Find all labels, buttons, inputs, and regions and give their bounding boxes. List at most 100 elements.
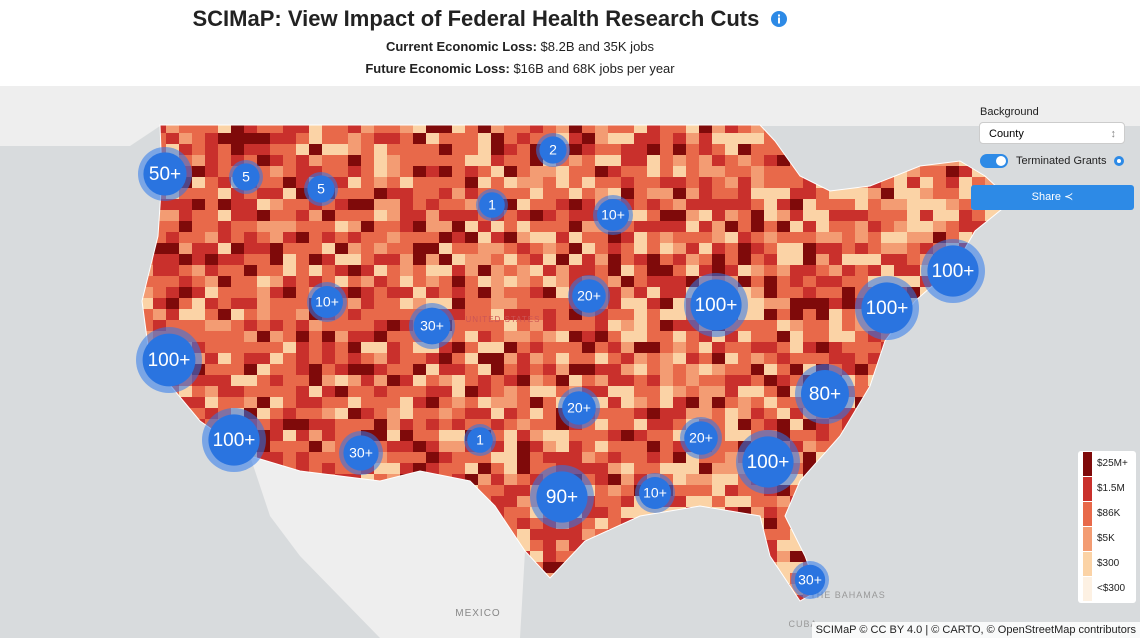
cluster[interactable]: 1 <box>476 189 508 221</box>
county <box>972 331 986 343</box>
county <box>933 386 947 398</box>
cluster[interactable]: 50+ <box>138 147 192 201</box>
county <box>647 584 661 596</box>
share-button[interactable]: Share ≺ <box>971 185 1134 210</box>
county <box>803 353 817 365</box>
county <box>608 518 622 530</box>
cluster[interactable]: 30+ <box>791 561 829 599</box>
cluster[interactable]: 10+ <box>635 473 675 513</box>
county <box>348 188 362 200</box>
cluster[interactable]: 1 <box>464 424 496 456</box>
county <box>972 364 986 376</box>
county <box>621 474 635 486</box>
county <box>478 309 492 321</box>
cluster[interactable]: 5 <box>229 160 263 194</box>
county <box>374 265 388 277</box>
county <box>413 353 427 365</box>
county <box>881 408 895 420</box>
county <box>517 320 531 332</box>
county <box>218 496 232 508</box>
county <box>647 419 661 431</box>
county <box>543 331 557 343</box>
county <box>647 309 661 321</box>
county <box>920 529 934 541</box>
county <box>142 210 154 222</box>
cluster[interactable]: 10+ <box>307 282 347 322</box>
county <box>374 276 388 288</box>
county <box>634 397 648 409</box>
background-select[interactable]: County ↕ <box>979 122 1125 144</box>
county <box>309 133 323 145</box>
county <box>582 210 596 222</box>
county <box>231 199 245 211</box>
cluster[interactable]: 20+ <box>558 387 600 429</box>
county <box>959 474 973 486</box>
county <box>257 562 271 574</box>
cluster[interactable]: 10+ <box>593 195 633 235</box>
county <box>738 232 752 244</box>
cluster[interactable]: 80+ <box>795 364 855 424</box>
county <box>142 485 154 497</box>
cluster[interactable]: 20+ <box>568 275 610 317</box>
county <box>933 507 947 519</box>
county <box>361 364 375 376</box>
toggle[interactable] <box>980 154 1008 168</box>
county <box>998 353 1012 365</box>
county <box>972 463 986 475</box>
cluster[interactable]: 100+ <box>736 430 800 494</box>
county <box>543 177 557 189</box>
county <box>361 320 375 332</box>
county <box>478 397 492 409</box>
county <box>725 441 739 453</box>
county <box>803 166 817 178</box>
county <box>894 342 908 354</box>
county <box>142 529 154 541</box>
county <box>933 221 947 233</box>
cluster[interactable]: 30+ <box>339 431 383 475</box>
county <box>777 364 791 376</box>
cluster[interactable]: 30+ <box>409 303 455 349</box>
county <box>582 221 596 233</box>
info-icon[interactable] <box>770 10 788 28</box>
county <box>296 342 310 354</box>
county <box>179 188 193 200</box>
county <box>725 463 739 475</box>
county <box>868 221 882 233</box>
map-label: MEXICO <box>455 608 500 619</box>
cluster[interactable]: 100+ <box>136 327 202 393</box>
county <box>829 430 843 442</box>
county <box>491 232 505 244</box>
cluster[interactable]: 100+ <box>921 239 985 303</box>
county <box>738 397 752 409</box>
cluster[interactable]: 100+ <box>855 276 919 340</box>
county <box>517 177 531 189</box>
cluster[interactable]: 100+ <box>202 408 266 472</box>
cluster[interactable]: 90+ <box>530 465 594 529</box>
county <box>907 573 921 585</box>
county <box>504 331 518 343</box>
county <box>842 463 856 475</box>
county <box>309 210 323 222</box>
county <box>920 177 934 189</box>
county <box>738 485 752 497</box>
county <box>868 430 882 442</box>
county <box>192 386 206 398</box>
county <box>686 529 700 541</box>
county <box>142 419 154 431</box>
county <box>179 210 193 222</box>
cluster[interactable]: 20+ <box>680 417 722 459</box>
county <box>142 265 154 277</box>
county <box>673 232 687 244</box>
county <box>348 177 362 189</box>
county <box>387 199 401 211</box>
county <box>608 419 622 431</box>
county <box>907 496 921 508</box>
cluster[interactable]: 100+ <box>684 273 748 337</box>
cluster[interactable]: 5 <box>304 172 338 206</box>
county <box>309 342 323 354</box>
cluster[interactable]: 2 <box>536 133 570 167</box>
county <box>205 155 219 167</box>
county <box>738 408 752 420</box>
county <box>972 408 986 420</box>
county <box>478 320 492 332</box>
